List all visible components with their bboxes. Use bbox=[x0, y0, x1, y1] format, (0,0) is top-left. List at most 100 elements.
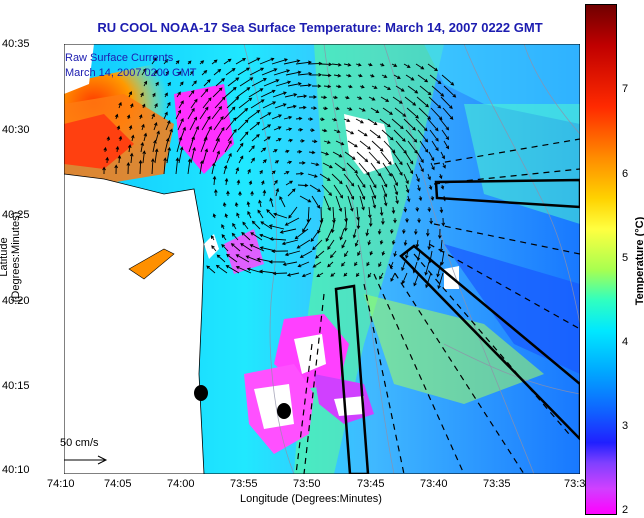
current-vector bbox=[166, 146, 171, 164]
current-vector bbox=[367, 62, 373, 67]
current-vector bbox=[439, 118, 450, 131]
current-vector bbox=[429, 74, 442, 85]
current-vector bbox=[359, 84, 365, 89]
current-vector bbox=[381, 74, 388, 78]
current-vector bbox=[143, 80, 148, 87]
current-vector bbox=[354, 239, 359, 247]
current-vector bbox=[357, 129, 368, 137]
current-vector bbox=[355, 62, 362, 67]
current-vector bbox=[418, 195, 423, 202]
current-vector bbox=[165, 70, 170, 76]
current-vector bbox=[331, 62, 342, 67]
current-vector bbox=[246, 201, 251, 208]
current-vector bbox=[352, 228, 357, 239]
x-tick: 73:55 bbox=[230, 478, 258, 490]
current-vector bbox=[321, 73, 332, 78]
current-vector bbox=[403, 239, 408, 247]
colorbar-tick: 4 bbox=[622, 336, 629, 348]
current-vector bbox=[321, 184, 333, 197]
current-vector bbox=[211, 245, 217, 252]
current-vector bbox=[355, 118, 364, 124]
current-vector bbox=[369, 129, 381, 139]
current-vector bbox=[358, 107, 366, 112]
current-vector bbox=[215, 78, 225, 87]
current-vector bbox=[391, 173, 398, 187]
current-vector bbox=[212, 87, 223, 98]
current-vector bbox=[273, 126, 282, 131]
overlay-line2: March 14, 2007 0200 GMT bbox=[65, 67, 197, 79]
current-vector bbox=[343, 272, 348, 277]
current-vector bbox=[225, 117, 237, 131]
current-vector bbox=[440, 184, 445, 190]
current-vector bbox=[235, 58, 247, 65]
current-vector bbox=[309, 128, 315, 132]
x-tick: 74:05 bbox=[104, 478, 132, 490]
current-vector bbox=[273, 179, 278, 186]
current-vector bbox=[335, 84, 342, 89]
current-vector bbox=[212, 175, 217, 186]
current-vector bbox=[116, 125, 121, 131]
current-vector bbox=[239, 131, 249, 142]
current-vector bbox=[319, 173, 331, 181]
current-vector bbox=[315, 250, 325, 259]
overlay-line1: Raw Surface Currents bbox=[65, 52, 174, 64]
current-vector bbox=[403, 63, 411, 68]
current-vector bbox=[404, 96, 417, 106]
current-vector bbox=[130, 103, 134, 109]
y-tick: 40:10 bbox=[2, 464, 30, 476]
x-tick: 73:40 bbox=[420, 478, 448, 490]
current-vector bbox=[366, 261, 370, 267]
x-tick: 74:00 bbox=[167, 478, 195, 490]
current-vector bbox=[191, 80, 197, 87]
current-vector bbox=[382, 107, 393, 115]
current-vector bbox=[369, 73, 375, 78]
current-vector bbox=[287, 82, 302, 87]
current-vector bbox=[241, 231, 251, 241]
current-vector bbox=[344, 95, 350, 100]
current-vector bbox=[274, 160, 280, 164]
current-vector bbox=[259, 57, 275, 65]
current-vector bbox=[310, 106, 318, 110]
current-vector bbox=[279, 228, 297, 234]
current-vector bbox=[221, 234, 227, 241]
current-vector bbox=[237, 67, 250, 76]
current-vector bbox=[427, 206, 432, 213]
current-vector bbox=[224, 86, 237, 98]
current-vector bbox=[368, 96, 376, 101]
current-vector bbox=[344, 250, 349, 258]
current-vector bbox=[371, 195, 377, 209]
current-vector bbox=[114, 164, 118, 175]
current-vector bbox=[343, 63, 352, 67]
current-vector bbox=[358, 162, 370, 176]
current-vector bbox=[406, 107, 419, 119]
current-vector bbox=[286, 160, 293, 165]
current-vector bbox=[102, 166, 106, 175]
current-vector bbox=[271, 114, 283, 120]
current-vector bbox=[187, 107, 195, 120]
current-vector bbox=[211, 162, 216, 175]
current-vector bbox=[347, 140, 358, 148]
current-vector bbox=[379, 173, 388, 188]
current-vector bbox=[405, 217, 409, 223]
current-vector bbox=[401, 272, 408, 285]
current-vector bbox=[380, 151, 392, 166]
current-vector bbox=[200, 88, 209, 98]
current-vector bbox=[311, 84, 322, 88]
current-vector bbox=[343, 173, 355, 187]
current-vector bbox=[285, 127, 293, 132]
current-vector bbox=[163, 111, 168, 120]
current-vector bbox=[442, 162, 446, 169]
current-vector bbox=[311, 139, 318, 144]
current-vector bbox=[356, 151, 369, 163]
current-vector bbox=[382, 162, 392, 177]
current-vector bbox=[106, 136, 111, 142]
current-vector bbox=[296, 150, 303, 154]
current-vector bbox=[273, 69, 291, 76]
current-vector bbox=[150, 158, 155, 175]
current-vector bbox=[325, 228, 333, 243]
current-vector bbox=[223, 58, 232, 65]
current-vector bbox=[438, 173, 443, 180]
current-vector bbox=[247, 109, 261, 120]
current-vector bbox=[442, 107, 454, 120]
current-vector bbox=[269, 197, 274, 208]
